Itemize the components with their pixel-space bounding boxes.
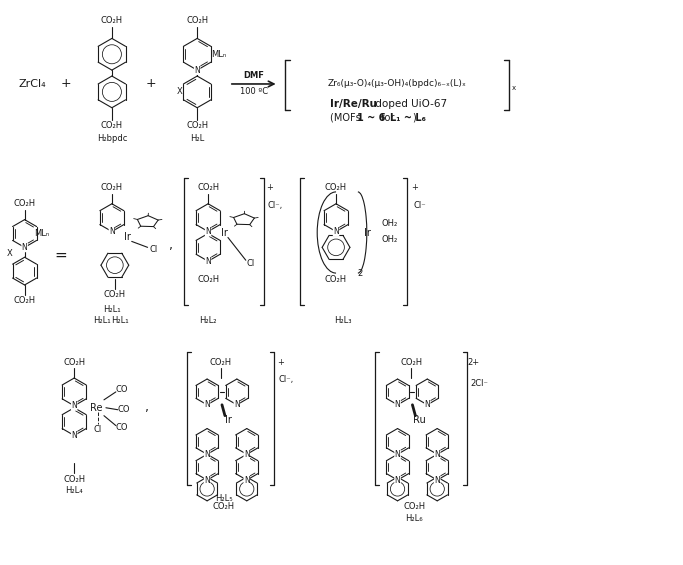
Text: L₁ ~ L₆: L₁ ~ L₆ xyxy=(389,112,426,123)
Text: 2Cl⁻: 2Cl⁻ xyxy=(470,380,488,389)
Text: N: N xyxy=(434,476,440,485)
Text: H₂L₁: H₂L₁ xyxy=(103,305,121,314)
Text: CO₂H: CO₂H xyxy=(404,502,426,511)
Text: CO₂H: CO₂H xyxy=(197,184,219,193)
Text: 2: 2 xyxy=(357,268,363,277)
Text: N: N xyxy=(71,401,77,410)
Text: N: N xyxy=(22,243,27,252)
Text: CO: CO xyxy=(115,423,128,432)
Text: for: for xyxy=(378,112,398,123)
Text: N: N xyxy=(434,450,440,459)
Text: Ir: Ir xyxy=(124,232,131,242)
Text: +: + xyxy=(411,184,418,193)
Text: +: + xyxy=(277,358,284,367)
Text: CO: CO xyxy=(117,405,130,414)
Text: H₂L₂: H₂L₂ xyxy=(199,316,217,325)
Text: Cl⁻,: Cl⁻, xyxy=(268,201,283,210)
Text: N: N xyxy=(109,227,115,236)
Text: =: = xyxy=(54,248,67,263)
Text: ,: , xyxy=(169,239,173,252)
Text: N: N xyxy=(204,450,210,459)
Text: H₂L₄: H₂L₄ xyxy=(66,486,83,496)
Text: 2+: 2+ xyxy=(468,358,480,367)
Text: Cl: Cl xyxy=(150,245,158,254)
Text: CO₂H: CO₂H xyxy=(400,358,423,367)
Text: CO₂H: CO₂H xyxy=(197,275,219,284)
Text: H₂L₁: H₂L₁ xyxy=(93,316,111,325)
Text: H₂bpdc: H₂bpdc xyxy=(97,134,127,143)
Text: X: X xyxy=(176,88,182,97)
Text: N: N xyxy=(205,227,211,236)
Text: H₂L₆: H₂L₆ xyxy=(406,514,423,523)
Text: ): ) xyxy=(413,112,416,123)
Text: N: N xyxy=(244,450,250,459)
Text: N: N xyxy=(395,450,400,459)
Text: +: + xyxy=(61,77,72,90)
Text: Ir: Ir xyxy=(221,228,227,238)
Text: (MOFs: (MOFs xyxy=(330,112,364,123)
Text: MLₙ: MLₙ xyxy=(34,229,49,238)
Text: CO₂H: CO₂H xyxy=(63,358,85,367)
Text: Cl: Cl xyxy=(247,259,255,268)
Text: ZrCl₄: ZrCl₄ xyxy=(18,79,46,89)
Text: +: + xyxy=(266,184,273,193)
Text: Ru: Ru xyxy=(413,415,426,425)
Text: H₂L₅: H₂L₅ xyxy=(215,494,233,503)
Text: CO₂H: CO₂H xyxy=(14,296,36,305)
Text: N: N xyxy=(204,476,210,485)
Text: N: N xyxy=(204,400,210,409)
Text: CO₂H: CO₂H xyxy=(63,475,85,484)
Text: N: N xyxy=(395,476,400,485)
Text: Zr₆(μ₃-O)₄(μ₃-OH)₄(bpdc)₆₋ₓ(L)ₓ: Zr₆(μ₃-O)₄(μ₃-OH)₄(bpdc)₆₋ₓ(L)ₓ xyxy=(328,80,467,89)
Text: CO₂H: CO₂H xyxy=(101,184,123,193)
Text: N: N xyxy=(424,400,430,409)
Text: Ir/Re/Ru: Ir/Re/Ru xyxy=(330,99,377,109)
Text: Ir: Ir xyxy=(225,415,232,425)
Text: N: N xyxy=(205,257,211,266)
Text: Cl: Cl xyxy=(94,425,102,434)
Text: MLₙ: MLₙ xyxy=(211,50,227,59)
Text: 100 ºC: 100 ºC xyxy=(240,88,268,97)
Text: DMF: DMF xyxy=(243,71,264,80)
Text: doped UiO-67: doped UiO-67 xyxy=(372,99,447,109)
Text: H₂L₃: H₂L₃ xyxy=(334,316,352,325)
Text: OH₂: OH₂ xyxy=(382,219,398,228)
Text: X: X xyxy=(7,249,12,258)
Text: H₂L: H₂L xyxy=(190,134,204,143)
Text: Ir: Ir xyxy=(364,228,372,238)
Text: N: N xyxy=(333,227,339,236)
Text: N: N xyxy=(71,431,77,440)
Text: N: N xyxy=(244,476,250,485)
Text: CO₂H: CO₂H xyxy=(101,16,123,25)
Text: CO₂H: CO₂H xyxy=(101,121,123,130)
Text: CO₂H: CO₂H xyxy=(213,502,235,511)
Text: +: + xyxy=(145,77,156,90)
Text: ,: , xyxy=(145,401,149,414)
Text: Re: Re xyxy=(89,403,102,413)
Text: OH₂: OH₂ xyxy=(382,235,398,244)
Text: CO₂H: CO₂H xyxy=(325,275,347,284)
Text: x: x xyxy=(512,85,516,91)
Text: CO₂H: CO₂H xyxy=(186,16,208,25)
Text: Cl⁻,: Cl⁻, xyxy=(279,375,294,384)
Text: N: N xyxy=(234,400,240,409)
Text: Cl⁻: Cl⁻ xyxy=(413,201,426,210)
Text: CO₂H: CO₂H xyxy=(14,199,36,208)
Text: H₂L₁: H₂L₁ xyxy=(111,316,128,325)
Text: CO: CO xyxy=(115,385,128,394)
Text: CO₂H: CO₂H xyxy=(104,290,126,299)
Text: N: N xyxy=(194,66,200,75)
Text: CO₂H: CO₂H xyxy=(186,121,208,130)
Text: CO₂H: CO₂H xyxy=(325,184,347,193)
Text: N: N xyxy=(395,400,400,409)
Text: 1 ~ 6: 1 ~ 6 xyxy=(357,112,385,123)
Text: CO₂H: CO₂H xyxy=(210,358,232,367)
